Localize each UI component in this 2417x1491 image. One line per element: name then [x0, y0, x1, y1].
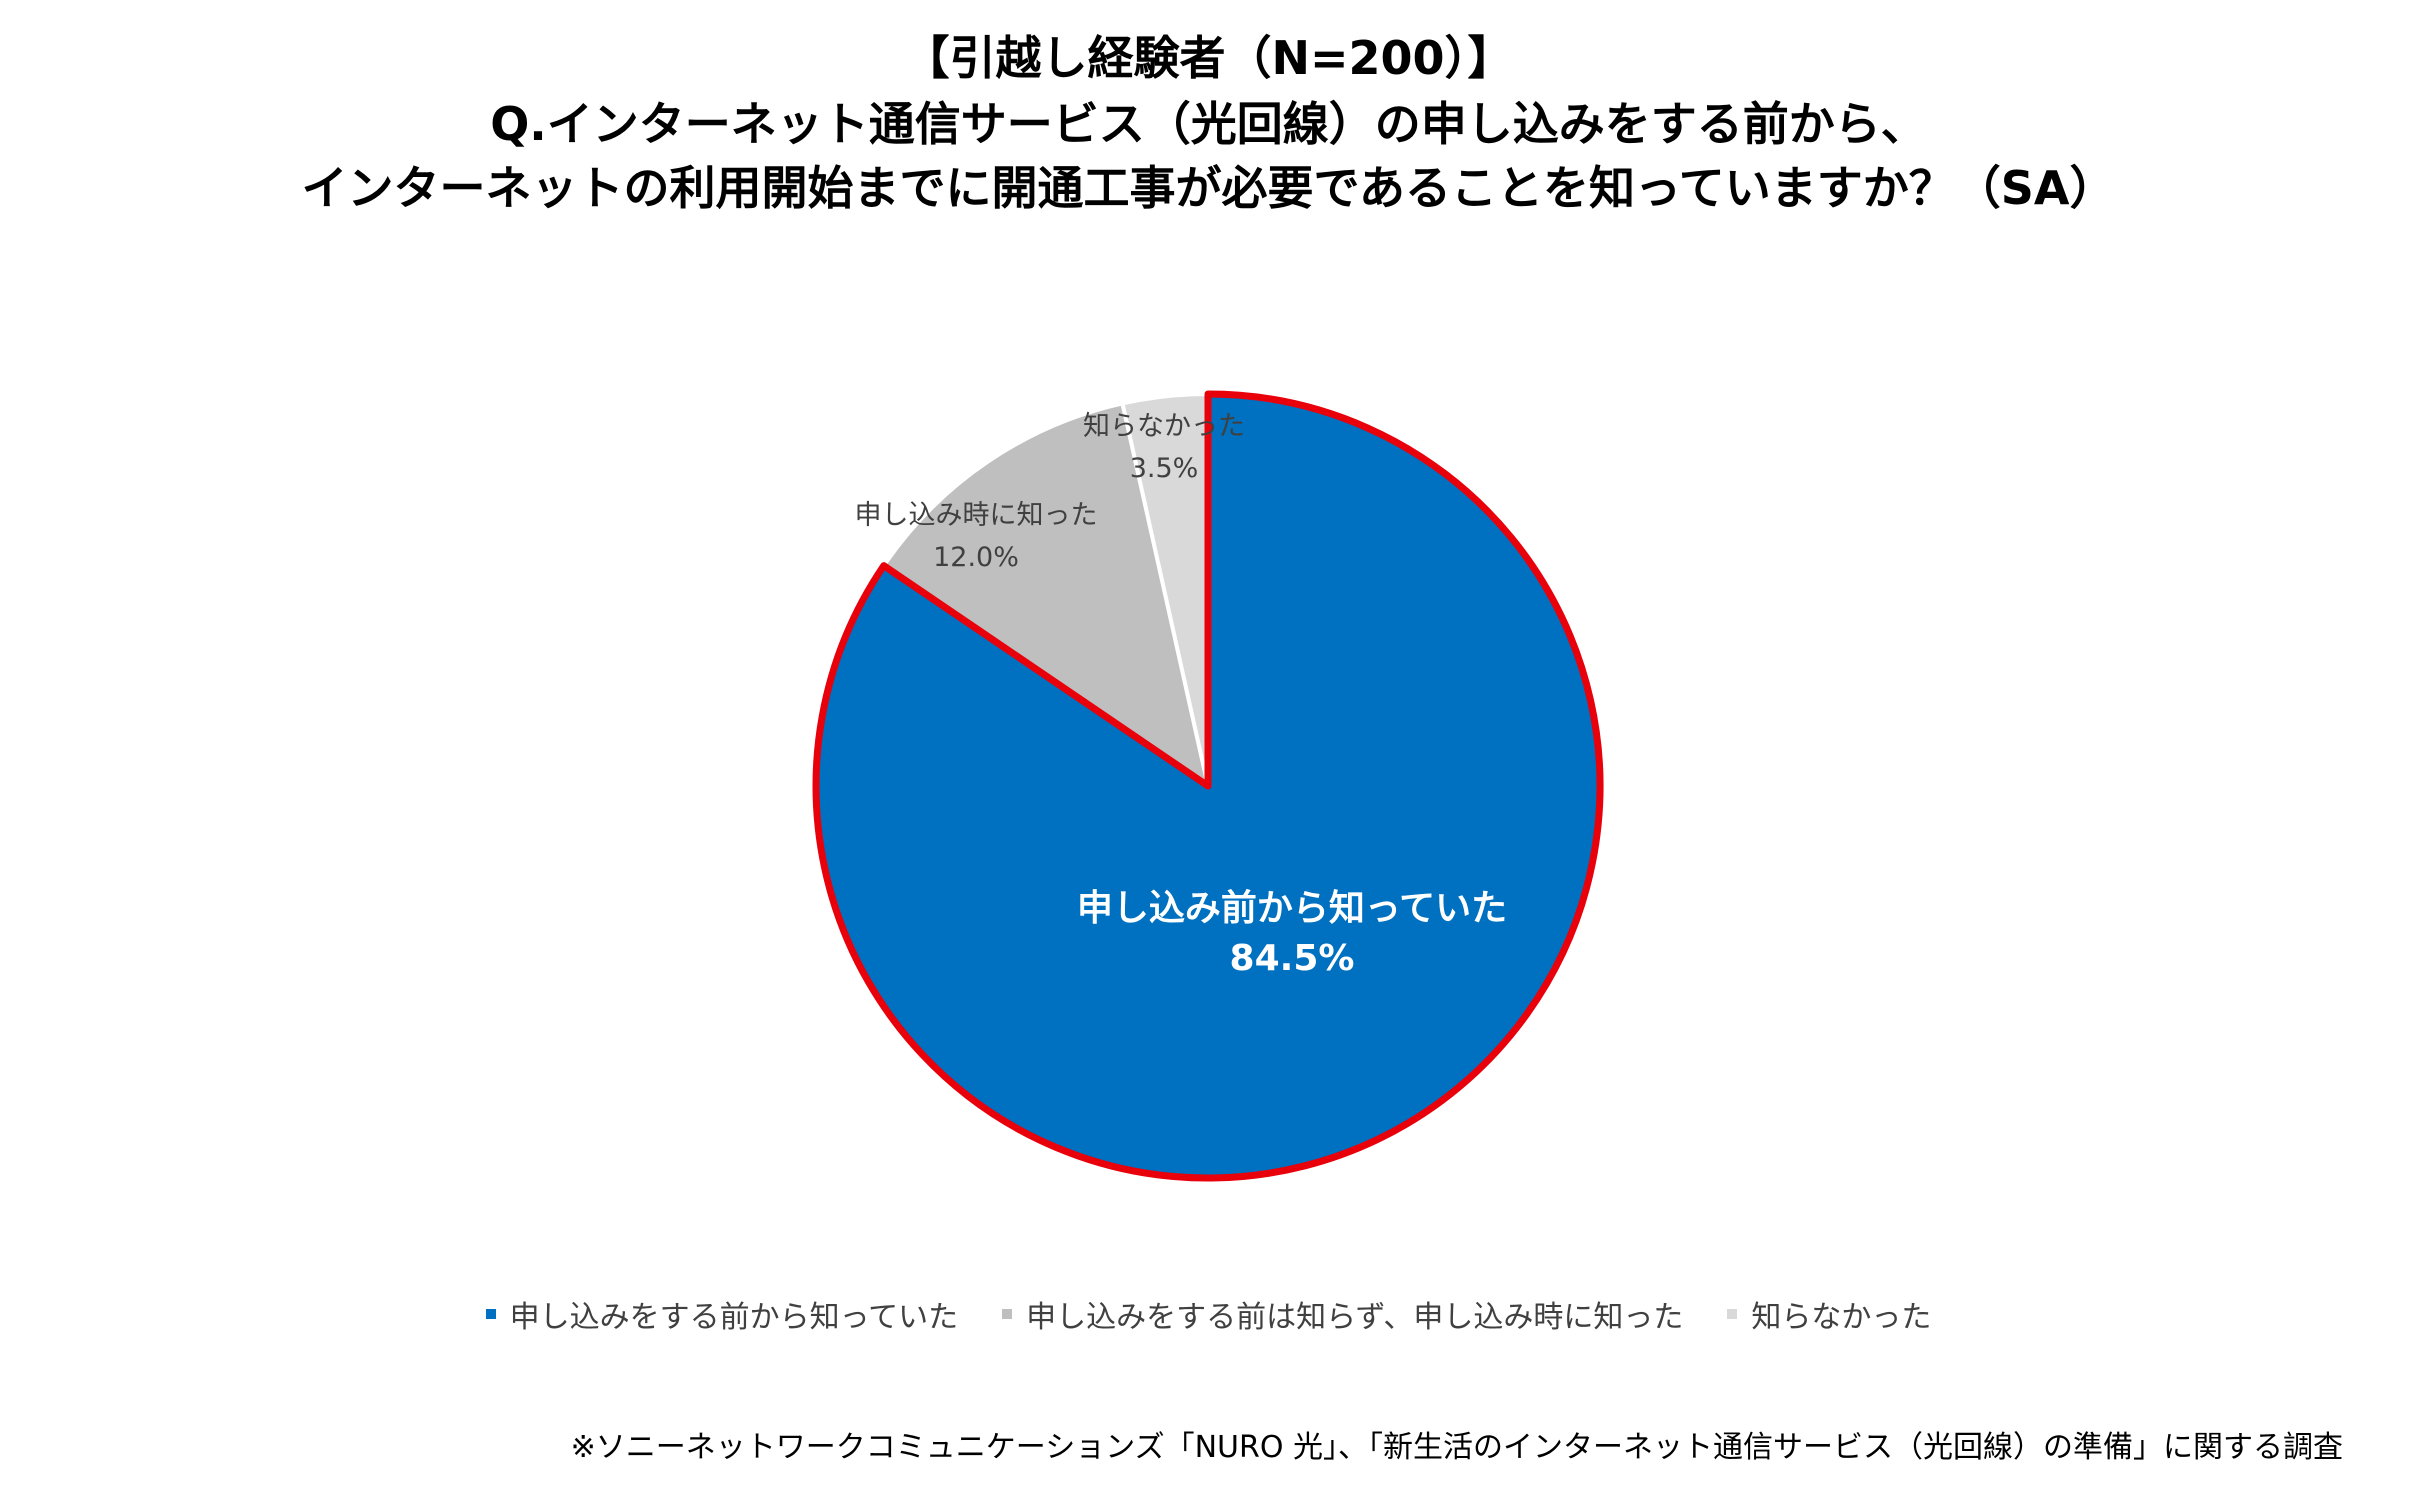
legend-item: 申し込みをする前から知っていた: [485, 1292, 959, 1336]
legend-label: 申し込みをする前から知っていた: [509, 1300, 959, 1335]
slice-value-label: 84.5%: [1230, 938, 1355, 979]
slice-value-label: 12.0%: [933, 542, 1019, 573]
chart-title-line-1: 【引越し経験者（N=200）】: [903, 31, 1514, 85]
legend-item: 申し込みをする前は知らず、申し込み時に知った: [1002, 1292, 1683, 1336]
legend-label: 申し込みをする前は知らず、申し込み時に知った: [1026, 1300, 1684, 1335]
chart-legend: 申し込みをする前から知っていた 申し込みをする前は知らず、申し込み時に知った 知らな…: [0, 1292, 2417, 1336]
chart-title-line-2: Q.インターネット通信サービス（光回線）の申し込みをする前から、: [490, 97, 1927, 151]
slice-category-label: 申し込み時に知った: [855, 500, 1098, 531]
slice-category-label: 申し込み前から知っていた: [1077, 888, 1507, 929]
legend-swatch: [1727, 1309, 1738, 1319]
pie-slice: [881, 401, 1210, 788]
legend-label: 知らなかった: [1751, 1300, 1932, 1335]
slice-value-label: 3.5%: [1130, 453, 1199, 484]
chart-title-line-3: インターネットの利用開始までに開通工事が必要であることを知っていますか？（SA）: [301, 161, 2116, 215]
legend-swatch: [485, 1309, 496, 1319]
legend-swatch: [1002, 1309, 1013, 1319]
source-footnote: ※ソニーネットワークコミュニケーションズ「NURO 光」、「新生活のインターネッ…: [570, 1430, 2343, 1465]
legend-item: 知らなかった: [1727, 1292, 1931, 1336]
slice-category-label: 知らなかった: [1083, 411, 1245, 442]
highlight-slice-border: [812, 390, 1604, 1182]
